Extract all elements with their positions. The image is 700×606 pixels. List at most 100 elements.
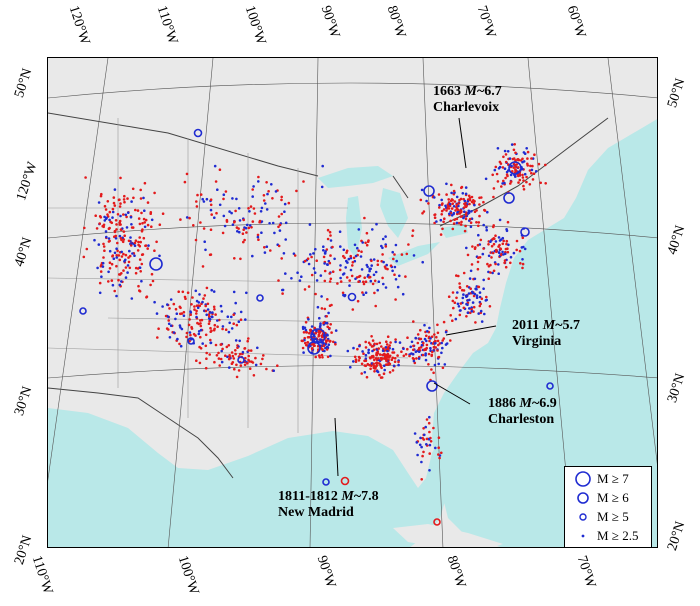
earthquake-marker — [433, 363, 437, 367]
earthquake-marker — [501, 166, 505, 169]
earthquake-marker — [226, 315, 230, 319]
earthquake-marker — [392, 257, 395, 261]
earthquake-marker — [513, 143, 516, 146]
earthquake-marker — [433, 196, 436, 199]
earthquake-marker — [102, 245, 106, 248]
earthquake-marker — [503, 167, 507, 170]
earthquake-marker — [348, 279, 352, 282]
earthquake-marker — [393, 265, 397, 269]
legend-circle-medium-icon — [577, 492, 589, 504]
earthquake-marker — [436, 339, 440, 343]
earthquake-marker — [108, 249, 112, 253]
earthquake-marker — [209, 208, 213, 212]
earthquake-marker — [446, 203, 450, 206]
earthquake-marker — [302, 180, 305, 183]
earthquake-marker — [465, 315, 468, 318]
earthquake-marker — [388, 354, 392, 358]
earthquake-marker — [164, 314, 168, 318]
earthquake-marker — [129, 236, 132, 239]
earthquake-marker — [202, 297, 205, 300]
earthquake-marker — [328, 261, 332, 265]
earthquake-marker — [217, 357, 221, 360]
earthquake-marker — [473, 277, 477, 281]
earthquake-marker — [394, 278, 398, 281]
earthquake-marker — [317, 333, 321, 337]
earthquake-marker — [274, 190, 278, 193]
earthquake-marker — [254, 356, 257, 360]
earthquake-marker — [492, 224, 496, 227]
earthquake-marker — [458, 285, 462, 289]
earthquake-marker — [363, 216, 366, 220]
earthquake-marker — [323, 262, 326, 265]
earthquake-marker — [354, 277, 357, 281]
atlantic-ocean — [432, 119, 657, 547]
earthquake-marker — [437, 343, 440, 347]
earthquake-marker — [464, 203, 467, 207]
earthquake-marker — [462, 293, 465, 296]
earthquake-marker — [131, 226, 135, 229]
earthquake-marker — [391, 269, 394, 273]
earthquake-marker — [198, 361, 202, 365]
earthquake-marker — [224, 354, 227, 358]
earthquake-marker — [169, 298, 173, 301]
earthquake-marker — [384, 235, 387, 238]
earthquake-marker — [167, 328, 170, 331]
earthquake-marker — [457, 305, 461, 308]
earthquake-marker — [442, 320, 446, 324]
earthquake-marker — [251, 195, 254, 198]
earthquake-marker — [460, 220, 463, 224]
earthquake-marker — [119, 176, 122, 180]
earthquake-marker — [369, 343, 372, 346]
earthquake-marker — [362, 282, 366, 286]
earthquake-marker — [490, 244, 494, 248]
earthquake-marker — [190, 303, 193, 306]
earthquake-marker — [238, 219, 242, 222]
earthquake-marker — [504, 153, 508, 156]
earthquake-marker — [470, 263, 474, 266]
earthquake-marker — [220, 349, 223, 353]
earthquake-marker — [199, 193, 203, 196]
earthquake-marker — [428, 452, 432, 455]
earthquake-marker — [393, 273, 396, 276]
earthquake-marker — [504, 247, 508, 251]
earthquake-marker — [448, 212, 451, 216]
earthquake-marker — [200, 318, 204, 322]
earthquake-marker — [125, 226, 129, 229]
earthquake-marker — [474, 321, 477, 324]
legend-circle-large-icon — [575, 471, 591, 487]
earthquake-marker — [260, 206, 264, 210]
earthquake-marker — [467, 194, 471, 198]
earthquake-marker — [284, 272, 287, 275]
earthquake-marker — [209, 311, 212, 314]
earthquake-marker — [463, 229, 467, 233]
earthquake-marker — [204, 366, 208, 370]
earthquake-marker — [282, 252, 286, 255]
earthquake-marker — [508, 157, 512, 160]
earthquake-marker — [433, 333, 436, 336]
earthquake-marker — [319, 274, 323, 277]
earthquake-marker — [167, 319, 170, 322]
earthquake-marker — [345, 276, 349, 279]
earthquake-marker — [428, 469, 431, 472]
earthquake-marker — [308, 223, 312, 226]
earthquake-marker — [201, 265, 205, 268]
earthquake-marker — [142, 236, 146, 240]
earthquake-marker — [212, 305, 216, 309]
earthquake-marker — [491, 271, 494, 275]
earthquake-marker — [439, 218, 443, 222]
earthquake-marker — [338, 230, 342, 233]
legend-label: M ≥ 6 — [597, 490, 629, 505]
earthquake-marker — [418, 337, 422, 341]
earthquake-marker — [184, 297, 187, 300]
earthquake-marker — [382, 347, 385, 351]
earthquake-marker — [235, 197, 238, 201]
earthquake-marker — [181, 290, 185, 294]
earthquake-marker — [167, 322, 171, 326]
earthquake-marker — [411, 234, 414, 238]
earthquake-marker — [247, 349, 250, 352]
earthquake-marker — [521, 266, 524, 270]
earthquake-marker — [427, 438, 431, 441]
earthquake-marker — [502, 239, 506, 243]
annotation-leaders — [334, 117, 497, 477]
earthquake-marker — [315, 259, 319, 262]
